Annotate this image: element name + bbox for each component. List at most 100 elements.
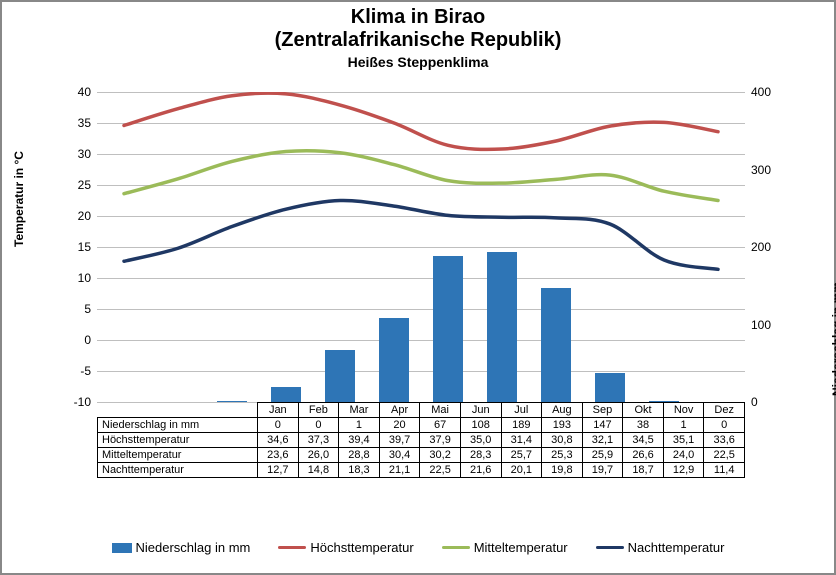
table-cell: 26,6 [623, 448, 664, 463]
legend-swatch-line-icon [442, 546, 470, 549]
y-tick-left: 30 [78, 147, 91, 161]
table-month-header: Feb [298, 403, 339, 418]
table-row-header: Mitteltemperatur [98, 448, 258, 463]
legend-label-mean: Mitteltemperatur [474, 540, 568, 555]
table-month-header: Aug [542, 403, 583, 418]
table-cell: 18,3 [339, 463, 380, 478]
table-cell: 30,8 [542, 433, 583, 448]
table-cell: 12,9 [663, 463, 704, 478]
legend-item-high: Höchsttemperatur [278, 540, 413, 555]
table-cell: 22,5 [420, 463, 461, 478]
table-cell: 1 [663, 418, 704, 433]
table-corner-blank [98, 403, 258, 418]
y-tick-left: 5 [84, 302, 91, 316]
data-table: JanFebMarAprMaiJunJulAugSepOktNovDez Nie… [97, 402, 745, 478]
table-cell: 24,0 [663, 448, 704, 463]
table-month-header: Jun [460, 403, 501, 418]
table-cell: 20,1 [501, 463, 542, 478]
table-cell: 32,1 [582, 433, 623, 448]
y-axis-label-temperature: Temperatur in °C [12, 151, 26, 247]
table-month-header: Mar [339, 403, 380, 418]
y-tick-left: 40 [78, 85, 91, 99]
table-cell: 35,1 [663, 433, 704, 448]
legend-label-high: Höchsttemperatur [310, 540, 413, 555]
y-tick-right: 400 [751, 85, 771, 99]
line-high [124, 93, 718, 149]
table-cell: 37,9 [420, 433, 461, 448]
table-cell: 35,0 [460, 433, 501, 448]
y-tick-left: -5 [80, 364, 91, 378]
table-month-header: Jul [501, 403, 542, 418]
table-cell: 108 [460, 418, 501, 433]
table-cell: 11,4 [704, 463, 745, 478]
table-cell: 34,6 [258, 433, 299, 448]
table-cell: 37,3 [298, 433, 339, 448]
legend: Niederschlag in mm Höchsttemperatur Mitt… [2, 540, 834, 555]
y-tick-left: 15 [78, 240, 91, 254]
legend-swatch-line-icon [596, 546, 624, 549]
table-row-header: Niederschlag in mm [98, 418, 258, 433]
table-month-header: Dez [704, 403, 745, 418]
table-cell: 18,7 [623, 463, 664, 478]
line-layer [97, 92, 745, 402]
legend-swatch-bar-icon [112, 543, 132, 553]
table-cell: 25,3 [542, 448, 583, 463]
table-cell: 28,3 [460, 448, 501, 463]
table-cell: 28,8 [339, 448, 380, 463]
y-tick-left: 0 [84, 333, 91, 347]
y-tick-left: 10 [78, 271, 91, 285]
table-cell: 12,7 [258, 463, 299, 478]
y-tick-right: 100 [751, 318, 771, 332]
table-cell: 1 [339, 418, 380, 433]
table-cell: 25,9 [582, 448, 623, 463]
table-row: Höchsttemperatur34,637,339,439,737,935,0… [98, 433, 745, 448]
line-mean [124, 151, 718, 201]
table-row: Nachttemperatur12,714,818,321,122,521,62… [98, 463, 745, 478]
legend-item-mean: Mitteltemperatur [442, 540, 568, 555]
legend-item-precip: Niederschlag in mm [112, 540, 251, 555]
y-axis-label-precipitation: Niederschlag in mm [830, 282, 836, 396]
chart-title-block: Klima in Birao (Zentralafrikanische Repu… [2, 2, 834, 70]
legend-label-low: Nachttemperatur [628, 540, 725, 555]
table-cell: 19,8 [542, 463, 583, 478]
table-month-header: Apr [379, 403, 420, 418]
table-month-header: Nov [663, 403, 704, 418]
table-cell: 67 [420, 418, 461, 433]
table-cell: 30,2 [420, 448, 461, 463]
table-cell: 31,4 [501, 433, 542, 448]
table-header-row: JanFebMarAprMaiJunJulAugSepOktNovDez [98, 403, 745, 418]
table-row-header: Nachttemperatur [98, 463, 258, 478]
legend-item-low: Nachttemperatur [596, 540, 725, 555]
table-cell: 33,6 [704, 433, 745, 448]
table-month-header: Jan [258, 403, 299, 418]
table-cell: 22,5 [704, 448, 745, 463]
table-cell: 14,8 [298, 463, 339, 478]
table-cell: 0 [258, 418, 299, 433]
table-cell: 21,1 [379, 463, 420, 478]
y-tick-right: 0 [751, 395, 758, 409]
table-month-header: Sep [582, 403, 623, 418]
legend-swatch-line-icon [278, 546, 306, 549]
table-cell: 147 [582, 418, 623, 433]
subtitle: Heißes Steppenklima [2, 54, 834, 70]
line-low [124, 200, 718, 269]
y-tick-right: 300 [751, 163, 771, 177]
legend-label-precip: Niederschlag in mm [136, 540, 251, 555]
table-cell: 21,6 [460, 463, 501, 478]
table-row-header: Höchsttemperatur [98, 433, 258, 448]
title-line2: (Zentralafrikanische Republik) [2, 29, 834, 52]
y-tick-left: -10 [74, 395, 91, 409]
table-cell: 193 [542, 418, 583, 433]
table-cell: 34,5 [623, 433, 664, 448]
y-tick-left: 25 [78, 178, 91, 192]
y-tick-right: 200 [751, 240, 771, 254]
table-cell: 39,7 [379, 433, 420, 448]
table-cell: 39,4 [339, 433, 380, 448]
table-row: Mitteltemperatur23,626,028,830,430,228,3… [98, 448, 745, 463]
table-month-header: Okt [623, 403, 664, 418]
table-cell: 38 [623, 418, 664, 433]
table-cell: 26,0 [298, 448, 339, 463]
table-row: Niederschlag in mm0012067108189193147381… [98, 418, 745, 433]
table-cell: 30,4 [379, 448, 420, 463]
title-line1: Klima in Birao [2, 6, 834, 29]
